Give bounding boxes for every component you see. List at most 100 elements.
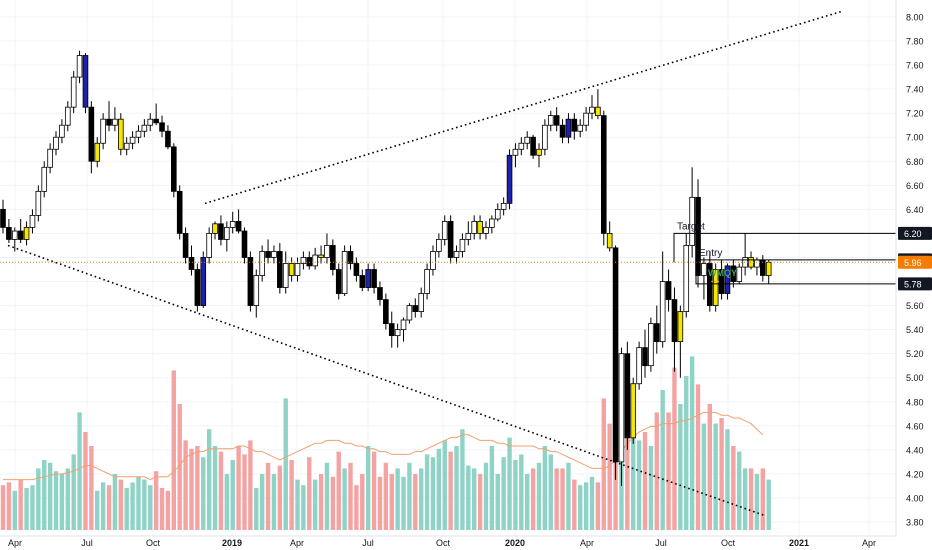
candle-body [306,257,313,267]
volume-bar [177,404,182,530]
candle-body [383,299,389,325]
logo: WMQY▪ ▪ ▪ [708,268,737,285]
candle-body [665,281,672,300]
volume-bar [530,468,536,530]
candle [282,251,289,294]
volume-bar [430,457,436,530]
volume-bar [672,367,677,530]
candle [288,257,295,282]
volume-bar [737,451,742,530]
price-tick-label: 7.80 [906,37,924,47]
candle [659,251,666,348]
candle [35,185,42,222]
candle [418,287,424,318]
volume-bar [0,485,6,530]
candle-body [506,154,513,204]
candle-body [271,251,277,258]
candle-body [595,106,601,116]
candle [141,119,148,138]
candle-body [424,269,430,294]
candle [589,95,595,120]
candle [718,259,725,300]
candle [306,251,313,270]
volume-bar [312,479,318,530]
time-tick-label: Oct [146,538,161,548]
candle-body [159,122,165,132]
price-tick-label: 8.00 [906,13,924,23]
volume-bar [201,457,206,530]
candle [312,247,318,270]
candle [224,221,230,252]
candle [41,161,48,198]
candle [277,243,283,294]
volume-bar [713,423,718,530]
candle-body [500,202,507,210]
candle [365,263,371,292]
volume-bar [583,482,589,530]
candle [88,101,95,174]
candle-body [518,142,525,150]
volume-bar [501,457,506,530]
candle [536,143,542,168]
candle-body [494,208,501,220]
volume-bar [24,488,29,530]
trendlines [7,10,844,517]
candle-body [436,239,442,252]
volume-bar [383,462,389,530]
candle-body [229,221,236,228]
volume-bar [271,474,277,530]
candle [624,341,631,450]
candle-body [294,263,301,276]
candle [23,221,30,246]
volume-bar [124,488,129,530]
candle [159,115,165,138]
logo-wordmark: WMQY [708,268,737,278]
candle [648,317,654,372]
volume-bar [106,485,112,530]
candle [441,215,448,246]
volume-bar [136,476,141,530]
volume-bar [354,485,359,530]
volume-bar [289,460,294,530]
candle-body [318,254,324,258]
volume-bar [318,474,324,530]
candle-body [47,148,53,168]
time-tick-label: Apr [8,538,22,548]
candle [618,347,625,486]
candle [17,219,24,244]
candle [212,221,218,240]
price-tick-label: 6.40 [906,205,924,215]
candle [406,303,413,324]
price-axis-labels: 6.205.985.965.78 [898,226,932,291]
candle [500,197,507,216]
candle-body [23,227,30,240]
volume-bar [701,423,707,530]
volume-bar [265,462,271,530]
candle-body [206,233,212,258]
price-tick-label: 3.80 [906,518,924,528]
volume-bar [36,468,41,530]
candle-body [341,251,348,294]
candle-body [724,265,731,294]
candle [135,125,142,144]
candle-body [353,263,360,276]
price-tick-label: 5.20 [906,349,924,359]
candle-body [512,148,519,156]
volume-bar [395,468,400,530]
volume-bar [519,454,524,530]
price-tick-label: 4.60 [906,421,924,431]
candle-body [365,269,371,288]
price-tick-label: 4.20 [906,469,924,479]
candle [353,257,360,282]
volume-bar [71,454,76,530]
volume-bar [324,462,330,530]
candle [447,215,454,264]
candle-body [630,383,637,439]
price-tick-label: 7.00 [906,133,924,143]
volume-bar [77,412,82,530]
volume-bar [30,485,35,530]
candle [412,298,419,318]
candle [436,233,442,258]
time-axis[interactable]: Apr Jul Oct 2019 Apr Jul Oct 2020 Apr Jul Oct 2021 A… [8,538,876,548]
